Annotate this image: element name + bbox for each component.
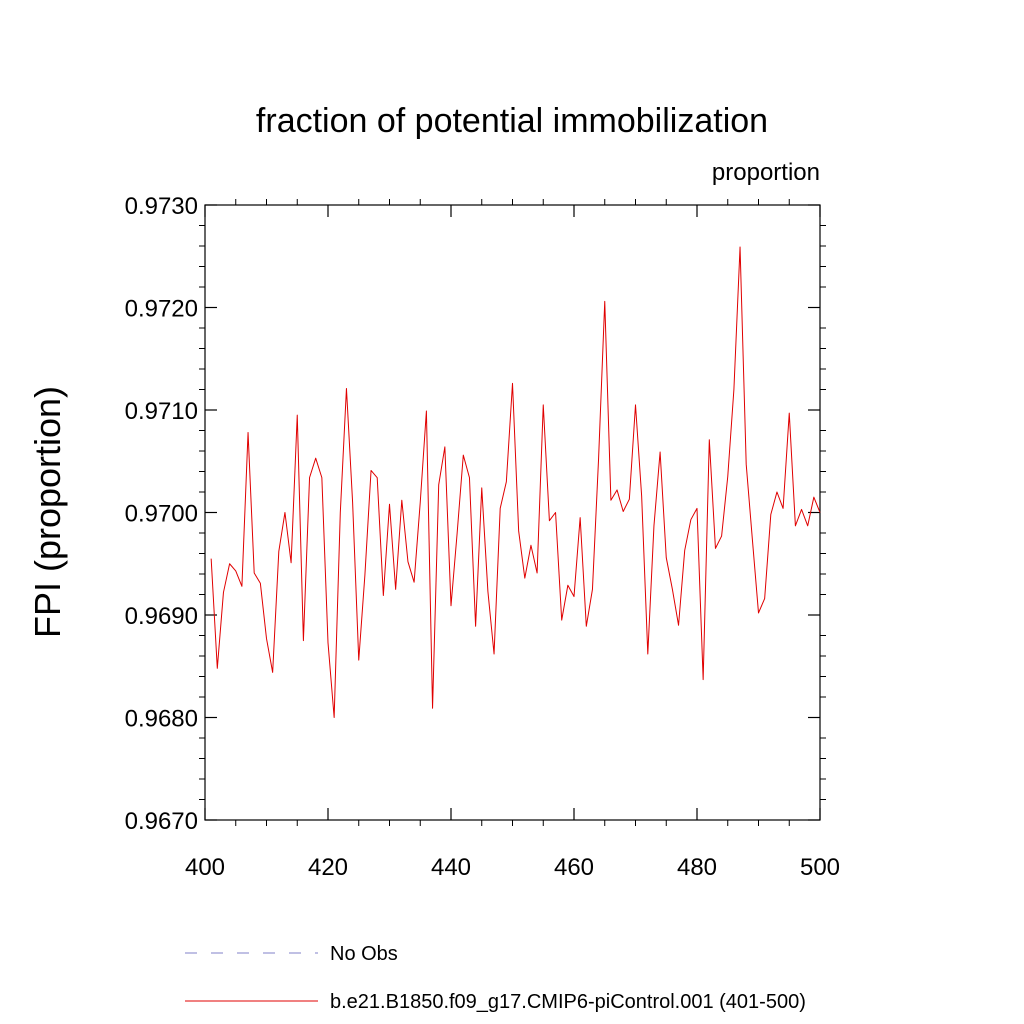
x-tick-label: 500 (800, 854, 840, 881)
y-tick-label: 0.9720 (125, 296, 198, 323)
y-tick-label: 0.9700 (125, 501, 198, 528)
series-line-1 (210, 246, 821, 718)
y-tick-label: 0.9730 (125, 193, 198, 220)
legend: No Obs b.e21.B1850.f09_g17.CMIP6-piContr… (185, 943, 806, 1013)
series-lines (210, 246, 821, 718)
plot-frame (204, 204, 821, 821)
x-tick-label: 400 (185, 854, 225, 881)
chart-title: fraction of potential immobilization (256, 102, 768, 140)
axis-ticks (199, 199, 826, 826)
x-tick-label: 480 (677, 854, 717, 881)
y-tick-label: 0.9690 (125, 603, 198, 630)
y-axis-label: FPI (proportion) (27, 386, 68, 638)
axis-tick-labels: 400 420 440 460 480 500 0.9670 0.9680 0.9690 0.97… (125, 193, 840, 881)
y-tick-label: 0.9710 (125, 398, 198, 425)
y-tick-label: 0.9680 (125, 706, 198, 733)
legend-label-control-run: b.e21.B1850.f09_g17.CMIP6-piControl.001 … (330, 991, 806, 1013)
x-tick-label: 460 (554, 854, 594, 881)
x-tick-label: 420 (308, 854, 348, 881)
y-tick-label: 0.9670 (125, 808, 198, 835)
legend-label-no-obs: No Obs (330, 943, 398, 965)
x-tick-label: 440 (431, 854, 471, 881)
units-label: proportion (712, 159, 820, 186)
